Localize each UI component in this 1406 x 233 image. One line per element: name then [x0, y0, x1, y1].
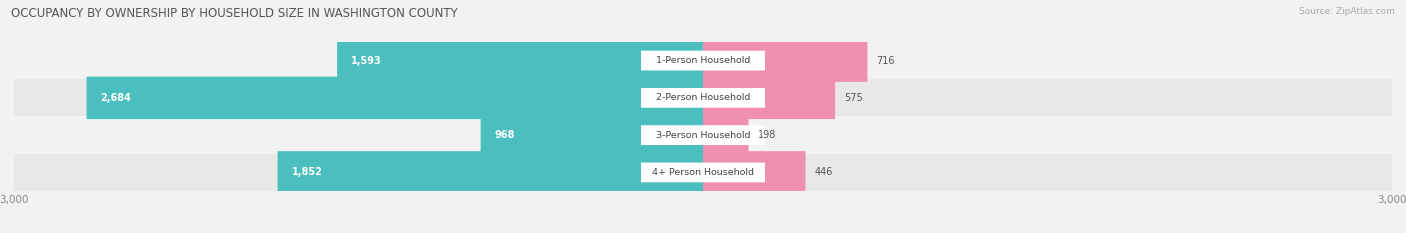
Text: 4+ Person Household: 4+ Person Household [652, 168, 754, 177]
Text: 446: 446 [814, 168, 832, 177]
FancyBboxPatch shape [703, 151, 806, 194]
Text: OCCUPANCY BY OWNERSHIP BY HOUSEHOLD SIZE IN WASHINGTON COUNTY: OCCUPANCY BY OWNERSHIP BY HOUSEHOLD SIZE… [11, 7, 458, 20]
Text: 968: 968 [495, 130, 515, 140]
FancyBboxPatch shape [703, 39, 868, 82]
Text: 1,852: 1,852 [291, 168, 322, 177]
FancyBboxPatch shape [703, 114, 748, 156]
Text: 575: 575 [844, 93, 863, 103]
Text: 1-Person Household: 1-Person Household [655, 56, 751, 65]
FancyBboxPatch shape [87, 77, 703, 119]
FancyBboxPatch shape [481, 114, 703, 156]
Bar [14, 42, 1392, 79]
Bar [14, 116, 1392, 154]
Text: Source: ZipAtlas.com: Source: ZipAtlas.com [1299, 7, 1395, 16]
FancyBboxPatch shape [703, 77, 835, 119]
Text: 198: 198 [758, 130, 776, 140]
Text: 3-Person Household: 3-Person Household [655, 131, 751, 140]
FancyBboxPatch shape [641, 88, 765, 108]
FancyBboxPatch shape [641, 51, 765, 70]
Bar [14, 79, 1392, 116]
Text: 1,593: 1,593 [352, 56, 381, 65]
Text: 716: 716 [876, 56, 896, 65]
FancyBboxPatch shape [641, 163, 765, 182]
Text: 2-Person Household: 2-Person Household [655, 93, 751, 102]
Text: 2,684: 2,684 [100, 93, 131, 103]
FancyBboxPatch shape [337, 39, 703, 82]
Bar [14, 154, 1392, 191]
FancyBboxPatch shape [277, 151, 703, 194]
FancyBboxPatch shape [641, 125, 765, 145]
